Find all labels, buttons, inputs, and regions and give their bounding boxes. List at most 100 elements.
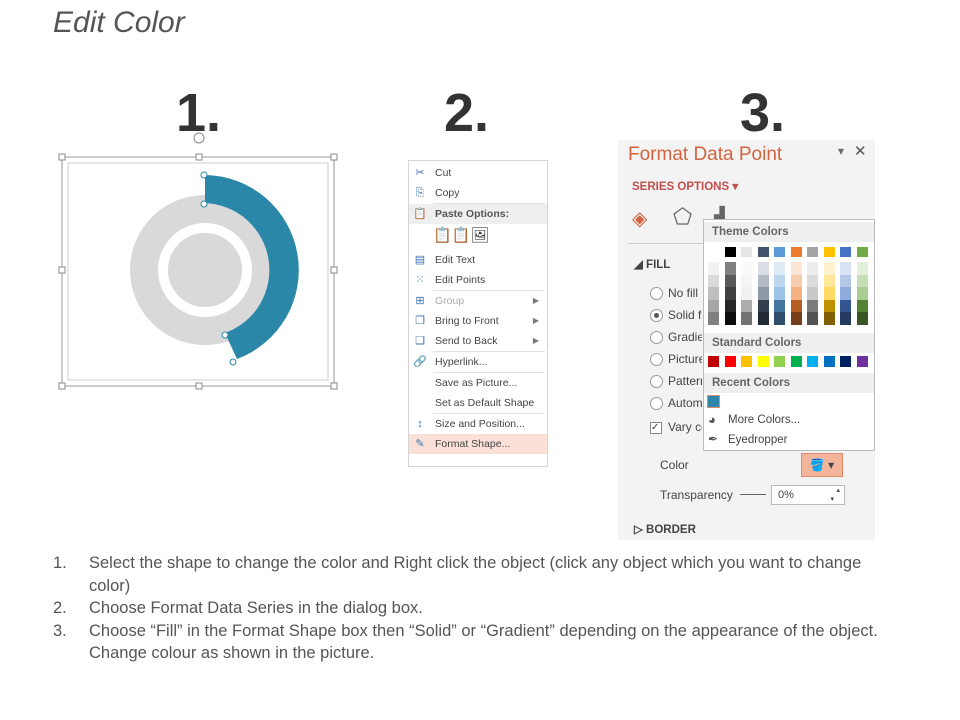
fill-line-tab-icon[interactable]: ◈ [632,208,648,230]
effects-tab-icon[interactable]: ⬠ [673,204,693,229]
theme-color-swatch[interactable] [724,247,736,257]
eyedropper-item[interactable]: Eyedropper [728,434,788,446]
menu-item-size-and-position[interactable]: ↕ Size and Position... [409,414,547,434]
theme-shade-swatch[interactable] [708,287,719,300]
resize-handles[interactable] [58,153,338,390]
theme-shade-swatch[interactable] [708,299,719,313]
theme-shade-swatch[interactable] [840,274,851,288]
theme-shade-swatch[interactable] [840,299,851,313]
spinner-icon[interactable]: ▴ ▾ [830,487,840,503]
point-handle[interactable] [221,331,229,339]
standard-color-swatch[interactable] [856,356,868,367]
more-colors-item[interactable]: More Colors... [728,414,801,426]
menu-item-bring-to-front[interactable]: ❐ Bring to Front ▶ [409,311,547,331]
theme-shade-swatch[interactable] [774,262,785,275]
theme-shade-swatch[interactable] [840,312,851,325]
series-options-dropdown[interactable]: SERIES OPTIONS ▾ [632,181,739,193]
standard-color-swatch[interactable] [757,356,769,367]
theme-shade-swatch[interactable] [774,287,785,300]
menu-item-cut[interactable]: ✂ Cut [409,163,547,183]
theme-shade-swatch[interactable] [790,287,802,300]
transparency-slider[interactable] [740,494,766,495]
menu-item-save-as-picture[interactable]: Save as Picture... [409,373,547,393]
theme-shade-swatch[interactable] [708,312,719,325]
theme-shade-swatch[interactable] [856,312,868,325]
standard-color-swatch[interactable] [774,356,785,367]
theme-color-swatch[interactable] [774,247,785,257]
theme-color-swatch[interactable] [757,247,769,257]
color-picker-button[interactable]: 🪣 ▾ [801,453,843,477]
theme-color-swatch[interactable] [840,247,851,257]
theme-shade-swatch[interactable] [774,299,785,313]
menu-item-edit-points[interactable]: ⁙ Edit Points [409,270,547,290]
theme-color-swatch[interactable] [856,247,868,257]
donut-base-ring[interactable] [130,195,280,345]
theme-color-swatch[interactable] [741,247,752,257]
donut-inner-ring[interactable] [162,227,248,313]
menu-item-edit-text[interactable]: ▤ Edit Text [409,250,547,270]
donut-selected-point[interactable] [205,175,299,359]
vary-colors-checkbox[interactable]: ✓ [650,422,662,434]
theme-shade-swatch[interactable] [856,262,868,275]
theme-shade-swatch[interactable] [741,312,752,325]
theme-shade-swatch[interactable] [840,262,851,275]
standard-color-swatch[interactable] [807,356,818,367]
theme-shade-swatch[interactable] [708,274,719,288]
theme-shade-swatch[interactable] [708,262,719,275]
paste-option-buttons[interactable]: 📋📋🖼 [433,227,490,244]
theme-shade-swatch[interactable] [741,287,752,300]
menu-item-format-shape[interactable]: ✎ Format Shape... [409,434,547,454]
theme-shade-swatch[interactable] [807,312,818,325]
point-handle[interactable] [229,358,237,366]
point-handle[interactable] [200,200,208,208]
standard-color-swatch[interactable] [823,356,835,367]
theme-color-swatch[interactable] [708,247,719,257]
theme-shade-swatch[interactable] [840,287,851,300]
recent-color-swatch[interactable] [707,395,720,408]
theme-shade-swatch[interactable] [790,299,802,313]
donut-chart-selection[interactable] [55,128,345,393]
border-section-toggle[interactable]: ▷ BORDER [634,524,696,536]
theme-shade-swatch[interactable] [823,287,835,300]
theme-shade-swatch[interactable] [823,312,835,325]
theme-shade-swatch[interactable] [724,299,736,313]
theme-shade-swatch[interactable] [790,274,802,288]
theme-shade-swatch[interactable] [774,312,785,325]
rotate-handle[interactable] [193,132,205,144]
transparency-input[interactable]: 0% ▴ ▾ [771,485,845,505]
theme-shade-swatch[interactable] [856,274,868,288]
theme-shade-swatch[interactable] [724,274,736,288]
menu-item-group[interactable]: ⊞ Group ▶ [409,291,547,311]
standard-color-swatch[interactable] [708,356,719,367]
point-handle[interactable] [200,171,208,179]
standard-color-swatch[interactable] [741,356,752,367]
theme-shade-swatch[interactable] [823,274,835,288]
theme-shade-swatch[interactable] [724,312,736,325]
theme-color-swatch[interactable] [823,247,835,257]
theme-shade-swatch[interactable] [757,299,769,313]
theme-shade-swatch[interactable] [790,312,802,325]
theme-shade-swatch[interactable] [856,287,868,300]
theme-shade-swatch[interactable] [807,262,818,275]
standard-color-swatch[interactable] [790,356,802,367]
series-options-tab-icon[interactable]: ▟ [714,206,725,222]
theme-shade-swatch[interactable] [757,262,769,275]
theme-shade-swatch[interactable] [807,299,818,313]
theme-shade-swatch[interactable] [774,274,785,288]
theme-shade-swatch[interactable] [790,262,802,275]
fill-section-toggle[interactable]: ◢ FILL [634,259,671,271]
theme-shade-swatch[interactable] [757,287,769,300]
menu-item-set-as-default-shape[interactable]: Set as Default Shape [409,393,547,413]
theme-shade-swatch[interactable] [823,299,835,313]
theme-shade-swatch[interactable] [856,299,868,313]
theme-shade-swatch[interactable] [757,312,769,325]
theme-shade-swatch[interactable] [807,287,818,300]
theme-shade-swatch[interactable] [724,287,736,300]
theme-color-swatch[interactable] [807,247,818,257]
theme-shade-swatch[interactable] [741,299,752,313]
theme-shade-swatch[interactable] [724,262,736,275]
menu-item-send-to-back[interactable]: ❏ Send to Back ▶ [409,331,547,351]
theme-color-swatch[interactable] [790,247,802,257]
close-icon[interactable]: ✕ [854,143,867,160]
theme-shade-swatch[interactable] [741,262,752,275]
